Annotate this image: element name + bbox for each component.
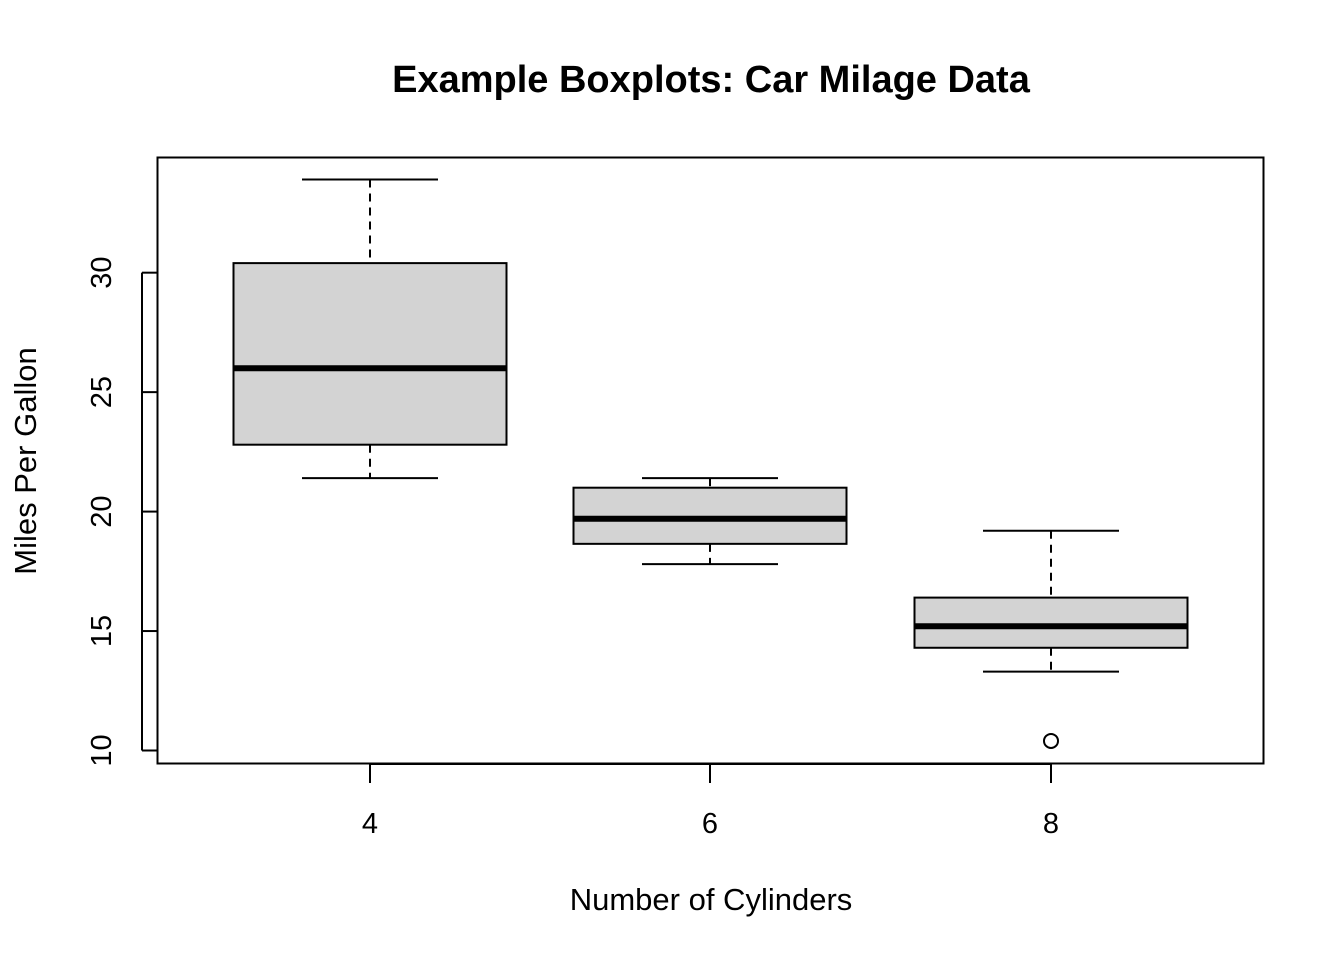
x-axis-label: Number of Cylinders [570,882,853,917]
y-axis-label: Miles Per Gallon [8,347,43,574]
y-tick-label: 20 [86,495,118,527]
x-tick-label: 4 [362,808,378,840]
y-tick-label: 15 [86,615,118,647]
x-axis: 4 6 8 [362,763,1059,840]
iqr-box [913,596,1189,649]
outlier-point [1043,732,1059,749]
chart-title: Example Boxplots: Car Milage Data [392,59,1031,101]
box-group-4 [232,178,508,480]
y-tick-label: 30 [86,257,118,289]
x-tick-label: 6 [702,808,718,840]
y-tick-label: 10 [86,734,118,766]
box-group-6 [572,477,848,566]
y-tick-label: 25 [86,376,118,408]
x-tick-label: 8 [1043,808,1059,840]
iqr-box [232,262,508,446]
box-group-8 [913,529,1189,749]
boxplot-series [232,178,1189,749]
y-axis: 10 15 20 25 30 [86,257,157,767]
